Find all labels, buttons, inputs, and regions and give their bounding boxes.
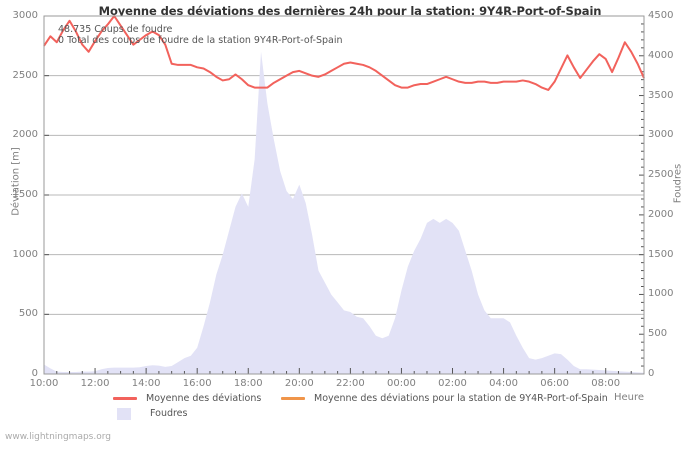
y-right-tick: 1500 [648, 248, 674, 260]
x-tick: 12:00 [80, 378, 110, 389]
annotation-strike-count: 48.735 Coups de foudre [58, 24, 173, 35]
y-left-tick: 1000 [12, 248, 38, 260]
y-right-tick: 2000 [648, 208, 674, 220]
x-tick: 10:00 [29, 378, 59, 389]
legend-item-deviation[interactable]: Moyenne des déviations [113, 391, 261, 406]
y-left-tick: 1500 [12, 189, 38, 200]
x-tick: 04:00 [489, 378, 518, 389]
annotation-station-total: 0 Total des coups de foudre de la statio… [58, 35, 343, 46]
y-right-tick: 3500 [648, 89, 674, 101]
deviation-line-path [43, 15, 645, 91]
legend-label-station-deviation: Moyenne des déviations pour la station d… [314, 393, 608, 404]
footer-url: www.lightningmaps.org [5, 432, 111, 442]
legend-label-deviation: Moyenne des déviations [146, 393, 262, 404]
legend-swatch-deviation [113, 397, 137, 400]
chart-legend: Moyenne des déviations Moyenne des dévia… [0, 391, 700, 425]
y-left-tick: 3000 [12, 10, 38, 21]
x-axis-title: Heure [614, 392, 645, 403]
y-right-tick: 2500 [648, 169, 674, 181]
plot-frame [43, 15, 645, 375]
x-tick: 18:00 [233, 378, 263, 389]
y-right-tick: 500 [648, 328, 668, 340]
y-left-axis-title: Déviation [m] [10, 147, 22, 216]
x-tick: 16:00 [182, 378, 212, 389]
x-tick: 20:00 [284, 378, 314, 389]
x-tick: 06:00 [540, 378, 570, 389]
y-left-tick: 2000 [12, 129, 38, 141]
y-right-tick: 4500 [648, 10, 674, 21]
x-tick: 00:00 [387, 378, 416, 389]
legend-item-strikes[interactable]: Foudres [113, 406, 187, 421]
chart-title: Moyenne des déviations des dernières 24h… [98, 4, 602, 18]
x-tick: 08:00 [591, 378, 621, 389]
x-tick: 22:00 [335, 378, 365, 389]
legend-swatch-station-deviation [281, 397, 305, 400]
legend-swatch-strikes [117, 407, 131, 420]
x-tick: 14:00 [131, 378, 161, 389]
y-right-tick: 0 [648, 368, 655, 379]
y-left-tick: 0 [31, 368, 38, 379]
legend-label-strikes: Foudres [150, 408, 188, 419]
y-right-tick: 4000 [648, 49, 674, 61]
y-right-tick: 1000 [648, 288, 674, 300]
legend-item-station-deviation[interactable]: Moyenne des déviations pour la station d… [281, 391, 608, 406]
y-right-axis-title: Foudres [672, 163, 684, 204]
y-right-tick: 3000 [648, 129, 674, 141]
y-left-tick: 2500 [12, 69, 38, 81]
y-left-tick: 500 [18, 308, 38, 320]
x-tick: 02:00 [438, 378, 467, 389]
